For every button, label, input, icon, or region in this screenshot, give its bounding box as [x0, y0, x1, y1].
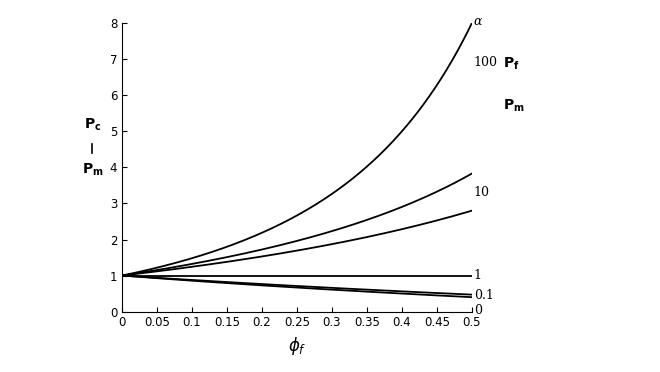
X-axis label: $\phi_f$: $\phi_f$ — [288, 335, 306, 357]
Text: α: α — [474, 15, 482, 28]
Text: $\mathbf{P_m}$: $\mathbf{P_m}$ — [503, 97, 525, 113]
Text: 100: 100 — [474, 57, 498, 70]
Text: $\mathbf{P_f}$: $\mathbf{P_f}$ — [503, 55, 520, 72]
Text: $\mathbf{P_c}$: $\mathbf{P_c}$ — [84, 116, 101, 133]
Text: 1: 1 — [474, 269, 482, 282]
Text: 0.1: 0.1 — [474, 289, 494, 302]
Text: $\mathbf{P_m}$: $\mathbf{P_m}$ — [82, 162, 103, 178]
Text: 0: 0 — [474, 304, 482, 317]
Text: 10: 10 — [474, 186, 490, 199]
